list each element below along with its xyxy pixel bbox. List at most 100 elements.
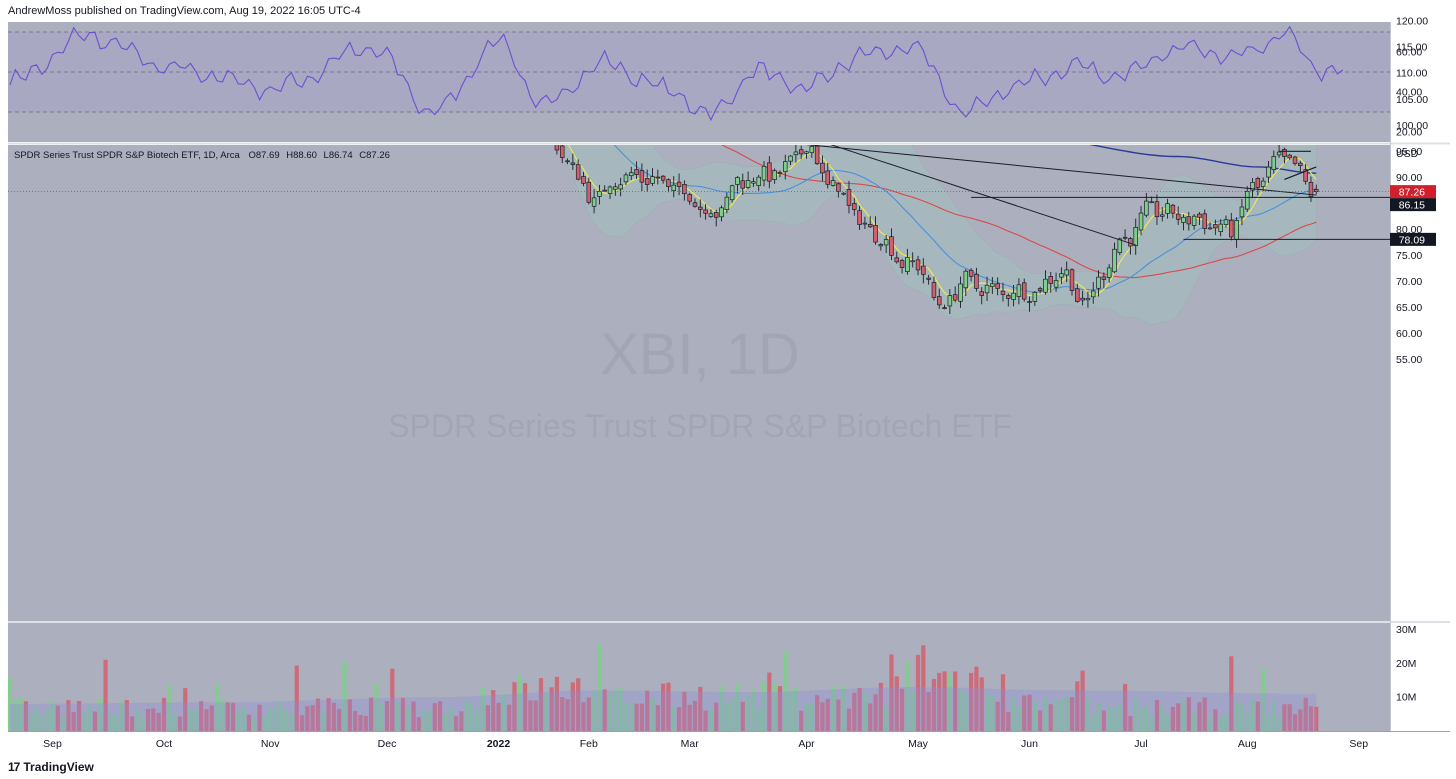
candle-body bbox=[1011, 292, 1016, 300]
candle-body bbox=[1101, 276, 1107, 280]
candle-body bbox=[1138, 212, 1144, 231]
volume-bar bbox=[188, 708, 193, 731]
volume-bar bbox=[570, 682, 575, 731]
volume-bar bbox=[1250, 699, 1255, 731]
rsi-tick-label: 60.00 bbox=[1396, 47, 1422, 59]
volume-bar bbox=[708, 708, 714, 731]
volume-bar bbox=[682, 691, 687, 731]
candle-body bbox=[894, 257, 900, 263]
candle-body bbox=[740, 180, 746, 189]
volume-bar bbox=[108, 713, 113, 731]
volume-bar bbox=[1053, 700, 1059, 731]
candlesticks bbox=[242, 0, 1319, 314]
volume-bar bbox=[629, 702, 634, 731]
volume-bar bbox=[1234, 701, 1239, 731]
candle-body bbox=[783, 161, 788, 173]
volume-bar bbox=[1117, 704, 1122, 731]
volume-bar bbox=[39, 715, 44, 731]
candle-body bbox=[1287, 154, 1292, 159]
ma-200-line bbox=[1088, 145, 1317, 174]
volume-bar bbox=[1138, 708, 1144, 731]
price-tick-label: 105.00 bbox=[1396, 94, 1428, 106]
volume-bar bbox=[815, 695, 820, 731]
volume-bar bbox=[1276, 715, 1282, 731]
candle-body bbox=[242, 0, 246, 14]
volume-bar bbox=[342, 661, 347, 731]
candle-body bbox=[644, 177, 650, 185]
volume-bar bbox=[921, 645, 926, 731]
candle-body bbox=[337, 0, 341, 5]
volume-bar bbox=[1261, 669, 1266, 731]
candle-body bbox=[650, 176, 655, 184]
volume-bar bbox=[963, 694, 968, 731]
volume-bar bbox=[772, 683, 777, 731]
volume-bar bbox=[979, 677, 984, 731]
rsi-panel-bg bbox=[8, 22, 1390, 142]
volume-bar bbox=[331, 702, 337, 731]
volume-bar bbox=[602, 689, 607, 731]
volume-bar bbox=[262, 715, 267, 731]
candle-body bbox=[559, 145, 565, 158]
volume-bar bbox=[1096, 703, 1101, 731]
price-tick-label: 70.00 bbox=[1396, 276, 1422, 288]
volume-bar bbox=[512, 682, 517, 731]
drawings[interactable] bbox=[8, 26, 1390, 246]
volume-bar bbox=[799, 710, 804, 731]
volume-bar bbox=[931, 678, 937, 731]
volume-bar bbox=[45, 709, 50, 731]
time-tick-label: 2022 bbox=[487, 738, 511, 750]
volume-bar bbox=[549, 687, 554, 731]
candle-body bbox=[873, 225, 878, 243]
volume-bar bbox=[666, 682, 671, 731]
volume-bar bbox=[745, 695, 751, 731]
trendline bbox=[805, 145, 1317, 196]
volume-bar bbox=[87, 704, 92, 731]
candle-body bbox=[1037, 288, 1043, 291]
volume-bar bbox=[507, 704, 512, 731]
price-tick-label: 95.00 bbox=[1396, 146, 1422, 158]
volume-bar bbox=[76, 701, 82, 731]
legend-close-label: C bbox=[359, 150, 366, 161]
candle-body bbox=[857, 210, 862, 225]
price-tag-label: 78.09 bbox=[1399, 234, 1425, 246]
volume-bar bbox=[804, 703, 809, 731]
candle-body bbox=[343, 5, 347, 7]
currency-label: USD bbox=[1396, 148, 1419, 160]
candle-body bbox=[990, 283, 995, 287]
volume-bar bbox=[990, 696, 995, 731]
volume-bar bbox=[230, 702, 236, 731]
volume-bar bbox=[1123, 683, 1128, 731]
price-tag-label: 87.26 bbox=[1399, 187, 1425, 199]
volume-bar bbox=[1101, 710, 1106, 731]
price-tick-label: 110.00 bbox=[1396, 68, 1427, 80]
candle-body bbox=[729, 185, 735, 201]
volume-bar bbox=[533, 700, 538, 731]
volume-bar bbox=[1016, 707, 1021, 731]
candle-body bbox=[1085, 298, 1091, 301]
time-tick-label: Sep bbox=[43, 738, 62, 750]
time-tick-label: Apr bbox=[798, 738, 815, 750]
volume-bar bbox=[926, 692, 931, 731]
volume-bar bbox=[586, 697, 591, 731]
candle-body bbox=[1048, 276, 1054, 284]
candle-body bbox=[1122, 236, 1128, 239]
volume-bar bbox=[1255, 701, 1260, 731]
candle-body bbox=[772, 170, 777, 180]
volume-bar bbox=[246, 714, 252, 731]
candle-body bbox=[629, 172, 634, 177]
candle-body bbox=[798, 149, 804, 155]
candle-body bbox=[1276, 151, 1282, 156]
candle-body bbox=[809, 146, 815, 154]
candle-body bbox=[936, 296, 942, 306]
volume-bar bbox=[50, 701, 55, 731]
volume-bar bbox=[310, 705, 315, 731]
candle-body bbox=[1032, 291, 1038, 302]
brand-name: TradingView bbox=[23, 760, 94, 774]
volume-bar bbox=[783, 652, 788, 731]
candle-body bbox=[921, 265, 926, 275]
rsi-line bbox=[9, 25, 1344, 122]
volume-bar bbox=[1287, 704, 1292, 731]
volume-bar bbox=[140, 717, 145, 731]
candle-body bbox=[692, 202, 698, 207]
